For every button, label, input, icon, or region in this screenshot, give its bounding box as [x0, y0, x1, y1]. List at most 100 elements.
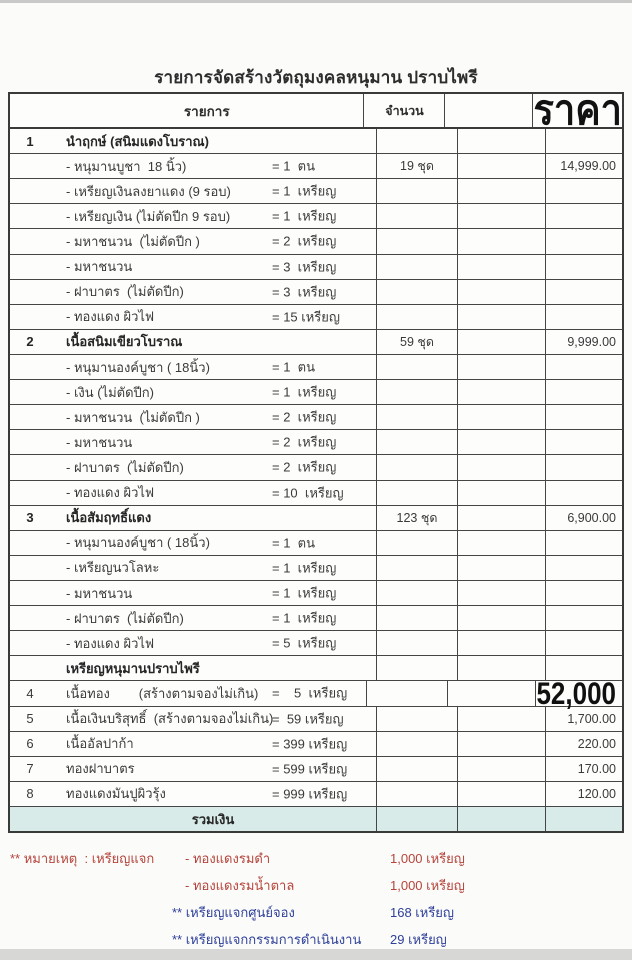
item-name: - มหาชนวน = 3 เหรียญ	[50, 255, 376, 279]
item-amount: = 2 เหรียญ	[272, 233, 337, 249]
item-amount: = 599 เหรียญ	[272, 761, 348, 777]
blank-cell	[457, 380, 545, 405]
table-row: - หนุมานองค์บูชา ( 18นิ้ว) = 1 ตน	[10, 530, 622, 556]
quantity-cell	[376, 781, 457, 806]
price-cell	[545, 204, 622, 229]
item-name: - เหรียญนวโลหะ = 1 เหรียญ	[50, 556, 376, 580]
note-label: ** หมายเหตุ : เหรียญแจก	[10, 851, 155, 866]
quantity-cell	[376, 756, 457, 781]
row-number	[10, 481, 50, 505]
price-value: 14,999.00	[560, 159, 616, 174]
row-number	[10, 606, 50, 630]
table-row: 5 เนื้อเงินบริสุทธิ์ (สร้างตามจองไม่เกิน)…	[10, 706, 622, 732]
blank-cell	[457, 656, 545, 681]
row-number: 3	[26, 510, 34, 526]
quantity-cell: 59 ชุด	[376, 329, 457, 354]
price-cell: 9,999.00	[545, 329, 622, 354]
item-amount: = 3 เหรียญ	[272, 259, 337, 275]
blank-cell	[457, 756, 545, 781]
item-name: - เหรียญเงินลงยาแดง (9 รอบ) = 1 เหรียญ	[50, 179, 376, 203]
blank-cell	[457, 154, 545, 179]
quantity-cell	[376, 480, 457, 505]
note-item: ** เหรียญแจกศูนย์จอง	[172, 905, 295, 920]
note-item: - ทองแดงรมดำ	[185, 851, 271, 866]
blank-cell	[457, 706, 545, 731]
row-number	[10, 430, 50, 454]
item-amount: = 1 เหรียญ	[272, 610, 337, 626]
price-cell: 1,700.00	[545, 706, 622, 731]
price-cell	[545, 455, 622, 480]
table-row: - มหาชนวน = 1 เหรียญ	[10, 580, 622, 607]
blank-cell	[457, 455, 545, 480]
header-item-label: รายการ	[183, 103, 230, 119]
footnotes: ** หมายเหตุ : เหรียญแจก - ทองแดงรมดำ 1,000…	[0, 848, 632, 948]
item-name: - ฝาบาตร (ไม่ตัดปีก) = 3 เหรียญ	[50, 280, 376, 304]
item-amount: = 59 เหรียญ	[272, 711, 344, 727]
price-value: 9,999.00	[567, 334, 616, 349]
table-row: - หนุมานองค์บูชา ( 18นิ้ว) = 1 ตน	[10, 354, 622, 381]
price-cell	[545, 405, 622, 430]
blank-cell	[457, 354, 545, 380]
price-value: 120.00	[577, 786, 616, 801]
table-row: 3 เนื้อสัมฤทธิ์แดง 123 ชุด 6,900.00	[10, 505, 622, 531]
blank-cell	[457, 229, 545, 254]
quantity-cell	[376, 304, 457, 329]
price-cell	[545, 530, 622, 555]
item-amount: = 1 ตน	[272, 535, 315, 551]
row-number	[10, 531, 50, 555]
price-value: 6,900.00	[567, 510, 616, 525]
row-number: 1	[26, 133, 34, 149]
item-name: เนื้อเงินบริสุทธิ์ (สร้างตามจองไม่เกิน) =…	[50, 707, 376, 731]
price-cell	[545, 430, 622, 455]
price-cell	[545, 380, 622, 405]
quantity-cell: 123 ชุด	[376, 505, 457, 530]
header-price-cell: ราคา	[532, 90, 622, 131]
price-cell	[545, 254, 622, 279]
blank-cell	[457, 555, 545, 580]
price-cell	[545, 129, 622, 154]
table-row: - มหาชนวน (ไม่ตัดปีก ) = 2 เหรียญ	[10, 229, 622, 255]
row-number	[10, 455, 50, 479]
table-row: - ทองแดง ผิวไฟ = 10 เหรียญ	[10, 480, 622, 506]
item-amount: = 5 เหรียญ	[272, 685, 348, 701]
quantity-cell: 19 ชุด	[376, 154, 457, 179]
blank-cell	[457, 480, 545, 505]
row-number	[10, 154, 50, 178]
price-cell	[545, 354, 622, 380]
blank-cell	[457, 405, 545, 430]
item-name: - ทองแดง ผิวไฟ = 5 เหรียญ	[50, 631, 376, 655]
item-amount: = 2 เหรียญ	[272, 409, 337, 425]
row-number	[10, 556, 50, 580]
quantity-cell	[376, 179, 457, 204]
blank-cell	[457, 731, 545, 756]
table-row: - ทองแดง ผิวไฟ = 5 เหรียญ	[10, 631, 622, 657]
item-name: - ทองแดง ผิวไฟ = 15 เหรียญ	[50, 305, 376, 329]
price-cell	[545, 631, 622, 656]
price-cell	[545, 806, 622, 832]
quantity-cell	[376, 254, 457, 279]
item-amount: = 1 ตน	[272, 359, 315, 375]
blank-cell	[457, 806, 545, 832]
table-row: - เงิน (ไม่ตัดปีก) = 1 เหรียญ	[10, 380, 622, 406]
row-number	[10, 229, 50, 253]
price-cell: 120.00	[545, 781, 622, 806]
row-number	[10, 179, 50, 203]
table-row: 6 เนื้ออัลปาก้า = 399 เหรียญ 220.00	[10, 731, 622, 757]
note-item: - ทองแดงรมน้ำตาล	[185, 878, 295, 893]
item-name: เนื้อสนิมเขียวโบราณ	[66, 334, 183, 350]
photo-bottom-edge	[0, 949, 632, 960]
item-name: - หนุมานบูชา 18 นิ้ว) = 1 ตน	[50, 154, 376, 178]
note-line: ** เหรียญแจกศูนย์จอง 168 เหรียญ	[0, 902, 632, 924]
quantity-cell	[376, 706, 457, 731]
table-row: - เหรียญเงินลงยาแดง (9 รอบ) = 1 เหรียญ	[10, 179, 622, 205]
header-no-cell	[10, 94, 50, 127]
item-name: เนื้อทอง (สร้างตามจองไม่เกิน) = 5 เหรียญ	[50, 681, 366, 705]
item-name: - หนุมานองค์บูชา ( 18นิ้ว) = 1 ตน	[50, 531, 376, 555]
quantity-cell	[376, 455, 457, 480]
photo-top-edge	[0, 0, 632, 3]
handwritten-price-value: 52,000	[536, 675, 616, 712]
item-amount: = 1 เหรียญ	[272, 384, 337, 400]
blank-cell	[457, 254, 545, 279]
item-amount: = 5 เหรียญ	[272, 635, 337, 651]
